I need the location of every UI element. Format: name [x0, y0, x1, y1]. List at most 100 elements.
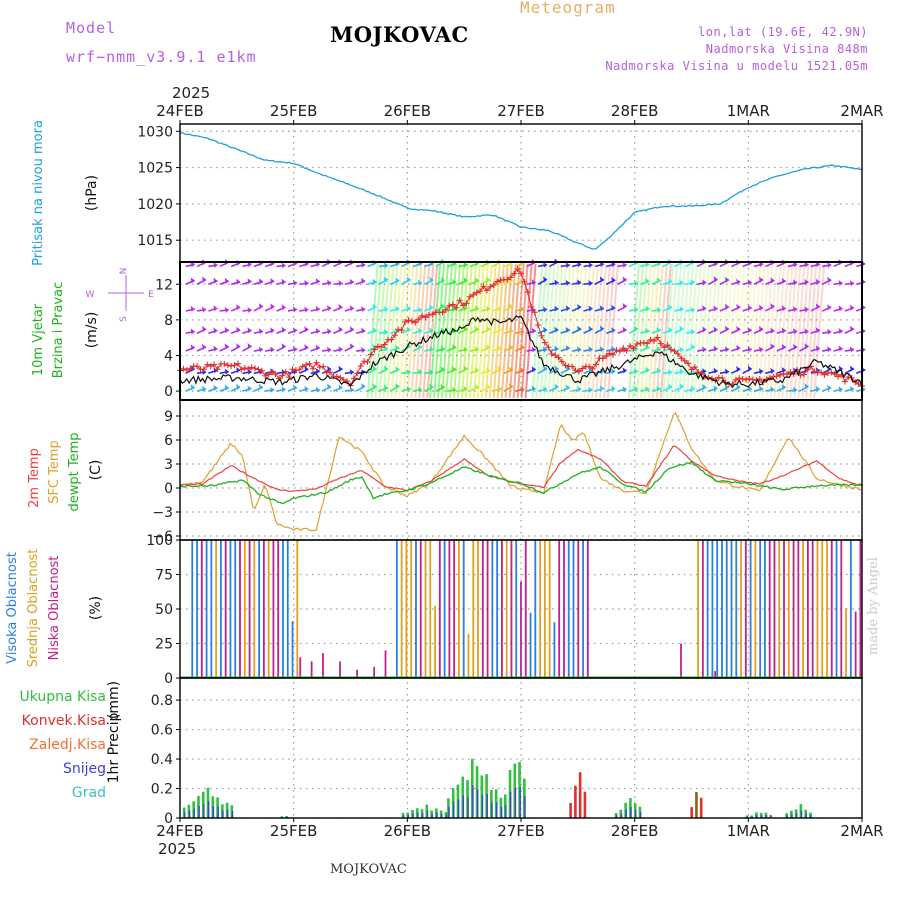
wind-arrow-band	[386, 263, 399, 399]
wind-arrow-head	[736, 344, 741, 351]
wind-arrow-head	[713, 276, 718, 283]
cloud-bar	[472, 540, 475, 678]
wind-arrow-head	[315, 386, 320, 393]
wind-arrow-head	[679, 346, 684, 353]
wind-arrow-head	[429, 369, 434, 376]
wind-arrow-head	[224, 277, 229, 284]
snow-bar	[519, 787, 521, 818]
wind-arrow-head	[622, 261, 627, 268]
wind-arrow-head	[554, 279, 559, 286]
wind-arrow-head	[793, 328, 798, 335]
snow-bar	[445, 814, 448, 818]
snow-bar	[467, 797, 469, 818]
wind-arrow-head	[463, 365, 468, 372]
wind-arrow-head	[213, 277, 218, 284]
wind-arrow-head	[599, 385, 604, 392]
cloud-bar	[434, 605, 436, 678]
cloud-bar	[505, 540, 508, 678]
wind-arrow-band	[444, 263, 457, 399]
wind-arrow-band	[406, 263, 419, 399]
wind-arrow-head	[520, 386, 525, 393]
cloud-bar	[806, 540, 809, 678]
time-label-top: 27FEB	[497, 102, 544, 120]
wind-arrow-head	[724, 276, 729, 283]
wind-arrow-band	[635, 263, 648, 399]
legend-precip-1: Konvek.Kisa	[22, 713, 106, 729]
snow-bar	[796, 813, 798, 818]
wind-arrow-head	[236, 278, 241, 285]
wind-arrow-head	[372, 383, 377, 390]
snow-bar	[509, 791, 512, 818]
wind-arrow-head	[213, 262, 218, 269]
snow-bar	[198, 805, 200, 818]
wind-arrow-head	[190, 305, 195, 312]
cloud-bar-low	[714, 671, 717, 678]
y-tick-label: 1020	[137, 197, 173, 213]
pressure-label: Pritisak na nivou mora	[31, 120, 46, 266]
cloud-bar	[296, 540, 299, 678]
wind-arrow-head	[486, 344, 491, 351]
wind-arrow-head	[224, 343, 229, 350]
y-tick-label: 0.4	[151, 752, 173, 768]
compass-s: S	[119, 316, 129, 322]
precip-bar	[699, 797, 703, 818]
wind-arrow-band	[761, 263, 774, 399]
legend-precip-3: Snijeg	[63, 761, 106, 777]
precip-bar	[574, 785, 577, 818]
wind-arrow-head	[372, 327, 377, 334]
snow-bar	[193, 808, 195, 818]
wind-arrow-head	[702, 326, 707, 333]
cloud-bar	[778, 540, 781, 678]
wind-arrow-head	[520, 367, 525, 374]
cloud-bar	[816, 540, 819, 678]
wind-arrow-head	[747, 279, 752, 286]
wind-arrow-head	[292, 384, 297, 391]
cloud-bar	[563, 540, 565, 678]
wind-arrow-head	[463, 261, 468, 268]
wind-arrow-head	[202, 306, 207, 313]
wind-arrow-head	[611, 304, 616, 311]
snow-bar	[417, 812, 419, 818]
snow-bar	[448, 807, 450, 818]
wind-arrow-band	[543, 263, 556, 399]
wind-arrow-head	[213, 327, 218, 334]
wind-arrow-head	[292, 306, 297, 313]
wind-arrow-head	[838, 386, 843, 393]
cloud-bar	[582, 540, 584, 678]
cloud-bar	[701, 540, 704, 678]
wind-arrow-head	[747, 326, 752, 333]
snow-bar	[765, 815, 768, 818]
snow-bar	[625, 809, 627, 818]
cloud-bar	[481, 540, 484, 678]
wind-arrow-band	[725, 263, 738, 399]
wind-arrow-head	[759, 368, 764, 375]
y-tick-label: 3	[164, 457, 173, 473]
wind-arrow-head	[793, 386, 798, 393]
cloud-bar	[543, 540, 546, 678]
cloud-bar	[458, 540, 460, 678]
snow-bar	[441, 813, 443, 818]
wind-arrow-head	[679, 279, 684, 286]
legend-precip-2: Zaledj.Kisa	[29, 737, 106, 753]
wind-arrow-head	[781, 305, 786, 312]
snow-bar	[620, 813, 623, 818]
wind-arrow-head	[736, 278, 741, 285]
wind-arrow-band	[805, 263, 818, 399]
text-layer: 24FEB 24FEB 25FEB 25FEB 26FEB 26FEB 27FEB 27FEB…	[5, 84, 884, 858]
location-title: MOJKOVAC	[330, 22, 469, 47]
wind-arrow-head	[270, 386, 275, 393]
time-label-top: 24FEB	[156, 102, 203, 120]
cloud-bar	[229, 540, 232, 678]
wind-arrow-head	[565, 262, 570, 269]
pressure-unit: (hPa)	[84, 175, 100, 211]
time-label-top: 28FEB	[611, 102, 658, 120]
wind-arrow-band	[749, 263, 762, 399]
wind-arrow-head	[383, 328, 388, 335]
wind-arrow-head	[190, 328, 195, 335]
wind-arrow-head	[679, 325, 684, 332]
y-tick-label: 25	[155, 637, 173, 653]
wind-arrow-head	[406, 305, 411, 312]
wind-arrow-head	[656, 306, 661, 313]
wind-arrow-band	[429, 263, 442, 399]
wind-arrow-band	[382, 263, 395, 399]
